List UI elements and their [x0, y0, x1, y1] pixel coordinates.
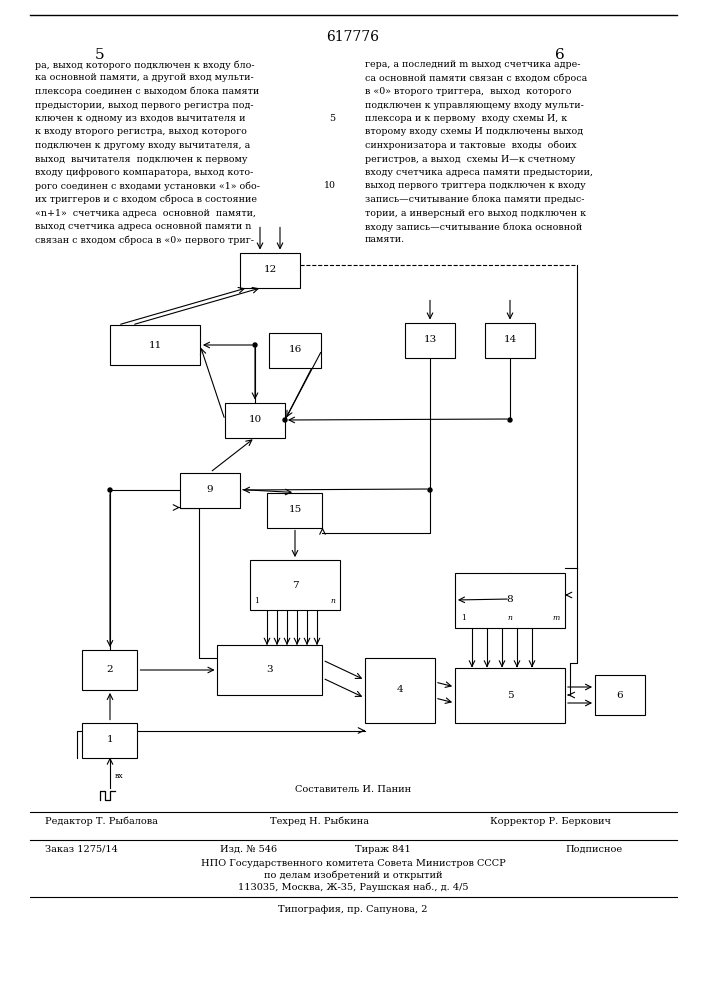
Circle shape — [283, 418, 287, 422]
Bar — [250, 560, 340, 610]
Text: второму входу схемы И подключены выход: второму входу схемы И подключены выход — [365, 127, 583, 136]
Text: 6: 6 — [617, 690, 624, 700]
Text: 3: 3 — [267, 666, 274, 674]
Text: тории, а инверсный его выход подключен к: тории, а инверсный его выход подключен к — [365, 209, 586, 218]
Text: 5: 5 — [507, 690, 513, 700]
Text: 1: 1 — [255, 597, 259, 605]
Text: плексора и к первому  входу схемы И, к: плексора и к первому входу схемы И, к — [365, 114, 567, 123]
Text: в «0» второго триггера,  выход  которого: в «0» второго триггера, выход которого — [365, 87, 571, 96]
Text: 1: 1 — [462, 614, 467, 622]
Text: 617776: 617776 — [327, 30, 380, 44]
Text: входу запись—считывание блока основной: входу запись—считывание блока основной — [365, 222, 583, 232]
Text: памяти.: памяти. — [365, 235, 405, 244]
Bar — [485, 322, 535, 358]
Bar — [110, 325, 200, 365]
Circle shape — [108, 488, 112, 492]
Text: входу счетчика адреса памяти предыстории,: входу счетчика адреса памяти предыстории… — [365, 168, 593, 177]
Bar — [455, 572, 565, 628]
Text: связан с входом сброса в «0» первого триг-: связан с входом сброса в «0» первого три… — [35, 235, 254, 245]
Text: Заказ 1275/14: Заказ 1275/14 — [45, 845, 118, 854]
Text: регистров, а выход  схемы И—к счетному: регистров, а выход схемы И—к счетному — [365, 154, 575, 163]
Text: 12: 12 — [264, 265, 276, 274]
Text: Изд. № 546: Изд. № 546 — [220, 845, 277, 854]
Text: входу цифрового компаратора, выход кото-: входу цифрового компаратора, выход кото- — [35, 168, 253, 177]
Text: ка основной памяти, а другой вход мульти-: ка основной памяти, а другой вход мульти… — [35, 74, 254, 83]
Text: 10: 10 — [248, 416, 262, 424]
Text: предыстории, выход первого регистра под-: предыстории, выход первого регистра под- — [35, 101, 254, 109]
Text: Редактор Т. Рыбалова: Редактор Т. Рыбалова — [45, 817, 158, 826]
Bar — [365, 658, 435, 722]
Text: 7: 7 — [292, 580, 298, 589]
Text: 113035, Москва, Ж-35, Раушская наб., д. 4/5: 113035, Москва, Ж-35, Раушская наб., д. … — [238, 883, 468, 892]
Text: m: m — [552, 614, 560, 622]
Text: рого соединен с входами установки «1» обо-: рого соединен с входами установки «1» об… — [35, 182, 260, 191]
Text: выход  вычитателя  подключен к первому: выход вычитателя подключен к первому — [35, 154, 247, 163]
Text: Составитель И. Панин: Составитель И. Панин — [295, 785, 411, 794]
Text: по делам изобретений и открытий: по делам изобретений и открытий — [264, 871, 443, 880]
Text: n: n — [508, 614, 513, 622]
Text: гера, а последний m выход счетчика адре-: гера, а последний m выход счетчика адре- — [365, 60, 580, 69]
Text: n: n — [331, 597, 335, 605]
Bar — [180, 473, 240, 508]
Text: 8: 8 — [507, 595, 513, 604]
Text: 15: 15 — [288, 506, 302, 514]
Bar — [225, 402, 285, 438]
Text: 14: 14 — [503, 336, 517, 344]
Bar — [218, 645, 322, 695]
Bar — [83, 650, 137, 690]
Text: ключен к одному из входов вычитателя и: ключен к одному из входов вычитателя и — [35, 114, 245, 123]
Text: плексора соединен с выходом блока памяти: плексора соединен с выходом блока памяти — [35, 87, 259, 97]
Bar — [267, 492, 322, 528]
Text: 4: 4 — [397, 686, 403, 694]
Bar — [83, 722, 137, 758]
Text: 6: 6 — [555, 48, 565, 62]
Circle shape — [508, 418, 512, 422]
Text: подключен к управляющему входу мульти-: подключен к управляющему входу мульти- — [365, 101, 584, 109]
Text: 2: 2 — [107, 666, 113, 674]
Bar — [240, 252, 300, 288]
Text: 1: 1 — [107, 736, 113, 744]
Text: их триггеров и с входом сброса в состояние: их триггеров и с входом сброса в состоян… — [35, 195, 257, 205]
Text: 11: 11 — [148, 340, 162, 350]
Circle shape — [428, 488, 432, 492]
Bar — [405, 322, 455, 358]
Text: выход счетчика адреса основной памяти n: выход счетчика адреса основной памяти n — [35, 222, 252, 231]
Circle shape — [253, 343, 257, 347]
Text: синхронизатора и тактовые  входы  обоих: синхронизатора и тактовые входы обоих — [365, 141, 577, 150]
Text: НПО Государственного комитета Совета Министров СССР: НПО Государственного комитета Совета Мин… — [201, 859, 506, 868]
Text: Техред Н. Рыбкина: Техред Н. Рыбкина — [270, 817, 369, 826]
Text: 13: 13 — [423, 336, 437, 344]
Text: ра, выход которого подключен к входу бло-: ра, выход которого подключен к входу бло… — [35, 60, 255, 70]
Bar — [455, 668, 565, 722]
Text: 5: 5 — [95, 48, 105, 62]
Text: Тираж 841: Тираж 841 — [355, 845, 411, 854]
Bar — [269, 332, 321, 367]
Text: Подписное: Подписное — [565, 845, 622, 854]
Text: запись—считывание блока памяти предыс-: запись—считывание блока памяти предыс- — [365, 195, 585, 205]
Text: подключен к другому входу вычитателя, а: подключен к другому входу вычитателя, а — [35, 141, 250, 150]
Text: са основной памяти связан с входом сброса: са основной памяти связан с входом сброс… — [365, 74, 588, 83]
Text: 9: 9 — [206, 486, 214, 494]
Text: 10: 10 — [324, 182, 336, 190]
Text: 5: 5 — [329, 114, 335, 123]
Text: «n+1»  счетчика адреса  основной  памяти,: «n+1» счетчика адреса основной памяти, — [35, 209, 256, 218]
Text: выход первого триггера подключен к входу: выход первого триггера подключен к входу — [365, 182, 586, 190]
Bar — [595, 675, 645, 715]
Text: вх: вх — [115, 772, 124, 780]
Text: 16: 16 — [288, 346, 302, 355]
Text: Типография, пр. Сапунова, 2: Типография, пр. Сапунова, 2 — [279, 905, 428, 914]
Text: к входу второго регистра, выход которого: к входу второго регистра, выход которого — [35, 127, 247, 136]
Text: Корректор Р. Беркович: Корректор Р. Беркович — [490, 817, 611, 826]
